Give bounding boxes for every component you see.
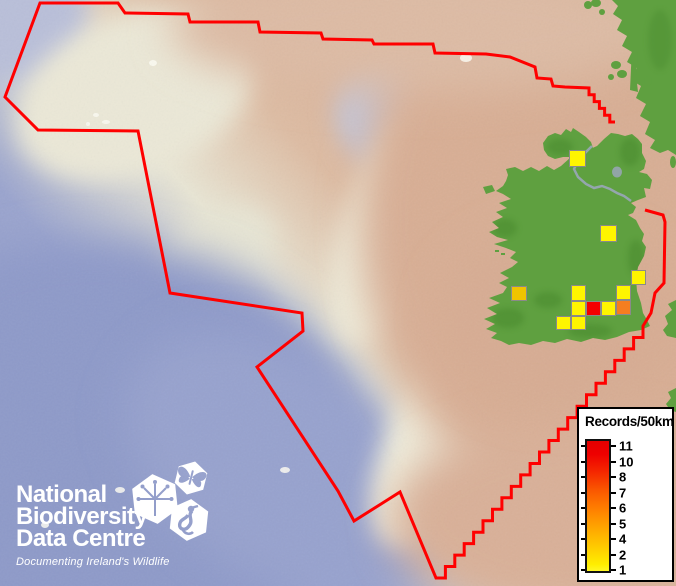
legend-tick [581, 445, 585, 447]
record-grid-cell[interactable] [511, 286, 527, 301]
record-grid-cell[interactable] [571, 316, 586, 330]
legend-scale-label: 6 [619, 500, 627, 516]
nbdc-logo: National Biodiversity Data Centre Docume… [16, 458, 224, 568]
legend-tick [611, 553, 616, 556]
record-grid-cell[interactable] [569, 150, 586, 167]
legend-tick [611, 476, 616, 478]
legend-tick [581, 569, 585, 571]
logo-line-3: Data Centre [16, 525, 146, 552]
record-grid-cell[interactable] [616, 285, 631, 300]
legend-scale-label: 8 [619, 469, 627, 485]
legend-tick [611, 569, 616, 571]
legend-tick [581, 553, 585, 556]
record-grid-cell[interactable] [631, 270, 646, 285]
legend-scale-label: 11 [619, 438, 633, 454]
logo-line-2: Biodiversity [16, 503, 148, 530]
legend-tick [611, 445, 616, 447]
legend-tick [611, 491, 616, 494]
record-grid-cell[interactable] [601, 301, 616, 316]
record-grid-cell[interactable] [556, 316, 571, 330]
legend-tick [611, 460, 616, 463]
record-grid-cell[interactable] [571, 285, 586, 301]
legend-scale-label: 4 [619, 531, 627, 547]
legend-scale: 11 10 8 7 6 5 4 2 1 [579, 409, 672, 580]
legend-tick [581, 460, 585, 463]
legend-tick [581, 538, 585, 540]
legend-colorbar [585, 439, 611, 573]
legend-scale-label: 2 [619, 547, 627, 562]
record-grid-cell[interactable] [571, 301, 586, 316]
logo-tagline: Documenting Ireland's Wildlife [16, 556, 170, 568]
legend-tick [581, 507, 585, 509]
record-grid-cell[interactable] [600, 225, 617, 242]
legend-scale-label: 7 [619, 485, 627, 500]
legend-tick [611, 507, 616, 509]
legend-tick [581, 476, 585, 478]
legend-tick [581, 491, 585, 494]
lough-neagh [612, 166, 622, 178]
designated-area-boundary [3, 1, 667, 580]
logo-line-1: National [16, 481, 107, 508]
legend-scale-label: 1 [619, 562, 627, 578]
nbdc-logo-hexagons [128, 458, 224, 554]
legend-panel: Records/50km 11 10 8 7 6 5 4 2 1 [577, 407, 674, 582]
record-grid-cell[interactable] [586, 301, 601, 316]
legend-tick [611, 522, 616, 525]
legend-tick [581, 522, 585, 525]
record-grid-cell[interactable] [616, 300, 631, 315]
legend-scale-label: 5 [619, 516, 627, 531]
legend-tick [611, 538, 616, 540]
legend-scale-label: 10 [619, 454, 634, 469]
legend-title: Records/50km [585, 414, 674, 429]
